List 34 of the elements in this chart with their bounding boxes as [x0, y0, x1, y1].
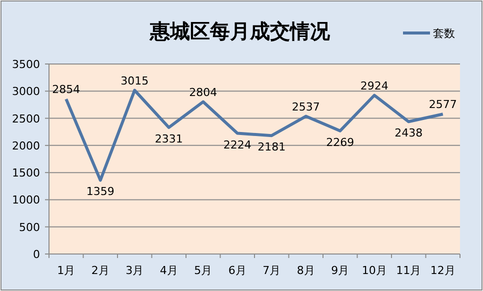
x-tick-label: 12月 [430, 264, 456, 277]
data-label: 2804 [189, 86, 218, 99]
x-tick-label: 5月 [194, 264, 212, 277]
x-tick-label: 10月 [362, 264, 387, 277]
y-tick-label: 3000 [12, 85, 40, 98]
data-label: 2854 [52, 83, 80, 96]
data-label: 2438 [394, 126, 423, 140]
y-tick-label: 3500 [12, 58, 40, 71]
data-label: 2924 [360, 79, 388, 92]
data-label: 2577 [428, 98, 457, 112]
y-tick-label: 500 [19, 220, 40, 234]
x-tick-label: 7月 [262, 264, 281, 277]
data-label: 2181 [258, 140, 286, 154]
legend-label: 套数 [433, 27, 455, 40]
data-label: 2224 [223, 138, 252, 152]
x-tick-label: 11月 [396, 264, 422, 277]
x-tick-label: 8月 [296, 264, 315, 277]
x-tick-label: 4月 [160, 264, 178, 277]
data-label: 3015 [120, 74, 149, 88]
x-tick-label: 2月 [91, 264, 110, 277]
data-label: 2331 [154, 132, 183, 146]
y-tick-label: 1500 [12, 166, 40, 180]
data-label: 2537 [292, 100, 320, 114]
y-tick-label: 0 [33, 248, 40, 261]
x-tick-label: 9月 [331, 264, 350, 277]
x-tick-label: 6月 [228, 264, 246, 277]
y-tick-label: 1000 [12, 194, 40, 207]
y-tick-label: 2000 [12, 139, 40, 152]
x-tick-label: 1月 [57, 264, 76, 277]
x-tick-label: 3月 [126, 264, 144, 277]
data-label: 2269 [326, 136, 354, 149]
y-tick-label: 2500 [12, 112, 40, 126]
chart-title: 惠城区每月成交情况 [149, 19, 331, 43]
data-label: 1359 [86, 185, 114, 198]
